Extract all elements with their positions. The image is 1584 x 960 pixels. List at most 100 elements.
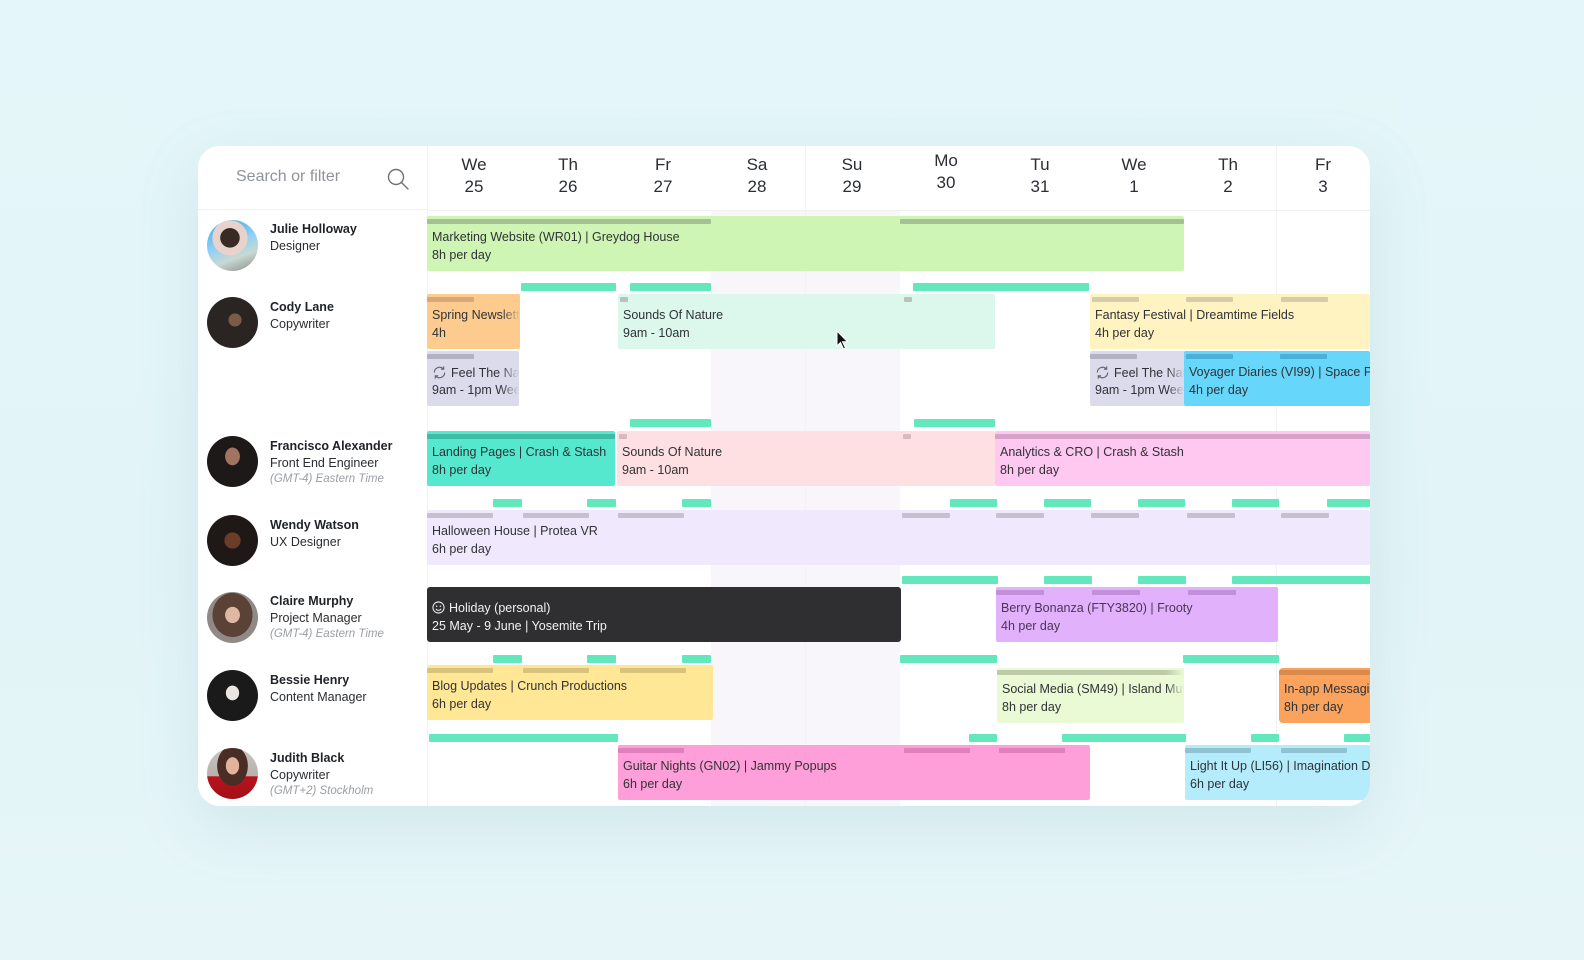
- overtime-indicator: [1281, 513, 1329, 518]
- recurring-icon: [433, 366, 446, 379]
- day-header-fr-3[interactable]: Fr 3: [1276, 154, 1370, 198]
- overtime-indicator: [523, 513, 589, 518]
- search-bar: [198, 146, 427, 210]
- day-date: 29: [842, 177, 862, 196]
- booking-title: Holiday (personal): [449, 601, 551, 615]
- overtime-indicator: [902, 513, 950, 518]
- booking-guitar-nights[interactable]: Guitar Nights (GN02) | Jammy Popups 6h p…: [618, 745, 1090, 800]
- booking-title: Analytics & CRO | Crash & Stash: [1000, 445, 1184, 459]
- overtime-indicator: [1188, 590, 1236, 595]
- booking-holiday-personal[interactable]: Holiday (personal) 25 May - 9 June | Yos…: [427, 587, 901, 642]
- booking-title: In-app Messaging: [1284, 682, 1370, 696]
- booking-title: Marketing Website (WR01) | Greydog House: [432, 230, 680, 244]
- person-row-cody-lane[interactable]: Cody Lane Copywriter: [198, 296, 427, 356]
- booking-feel-the-nature[interactable]: Feel The Nature 9am - 1pm Weekly: [1090, 351, 1185, 406]
- person-role: Copywriter: [270, 768, 330, 782]
- day-header-th-26[interactable]: Th 26: [521, 154, 615, 198]
- day-header-tu-31[interactable]: Tu 31: [993, 154, 1087, 198]
- overtime-indicator: [1090, 354, 1137, 359]
- availability-indicator: [1344, 734, 1370, 742]
- booking-berry-bonanza[interactable]: Berry Bonanza (FTY3820) | Frooty 4h per …: [996, 587, 1278, 642]
- booking-landing-pages[interactable]: Landing Pages | Crash & Stash 8h per day: [427, 431, 615, 486]
- overtime-indicator: [427, 354, 474, 359]
- day-date: 2: [1223, 177, 1233, 196]
- booking-title: Berry Bonanza (FTY3820) | Frooty: [1001, 601, 1193, 615]
- avatar: [207, 515, 258, 566]
- person-role: Designer: [270, 239, 321, 253]
- availability-indicator: [1062, 734, 1186, 742]
- overtime-indicator: [1091, 513, 1139, 518]
- booking-detail: 9am - 10am: [622, 463, 689, 477]
- booking-in-app-messaging[interactable]: In-app Messaging 8h per day: [1279, 668, 1370, 723]
- booking-fantasy-festival[interactable]: Fantasy Festival | Dreamtime Fields 4h p…: [1090, 294, 1370, 349]
- overtime-indicator: [620, 297, 628, 302]
- day-date: 26: [558, 177, 578, 196]
- day-header-we-1[interactable]: We 1: [1087, 154, 1181, 198]
- booking-title: Sounds Of Nature: [622, 445, 723, 459]
- overtime-indicator: [1186, 297, 1233, 302]
- availability-indicator: [950, 499, 997, 507]
- availability-indicator: [1251, 734, 1279, 742]
- availability-indicator: [682, 655, 711, 663]
- day-of-week: Fr: [1314, 155, 1332, 174]
- booking-light-it-up[interactable]: Light It Up (LI56) | Imagination Digital…: [1185, 745, 1370, 800]
- person-role: Front End Engineer: [270, 456, 379, 470]
- day-date: 27: [653, 177, 673, 196]
- day-header-fr-27[interactable]: Fr 27: [616, 154, 710, 198]
- avatar: [207, 297, 258, 348]
- booking-title: Social Media (SM49) | Island Music: [1002, 682, 1184, 696]
- text-fade: [1167, 351, 1185, 406]
- booking-title: Sounds Of Nature: [623, 308, 724, 322]
- overtime-indicator: [1092, 590, 1140, 595]
- overtime-indicator: [997, 670, 1184, 675]
- booking-detail: 8h per day: [432, 248, 492, 262]
- person-timezone: (GMT-4) Eastern Time: [270, 628, 384, 640]
- day-date: 3: [1318, 177, 1328, 196]
- overtime-indicator: [1281, 297, 1328, 302]
- booking-spring-newsletter[interactable]: Spring Newsletter 4h: [427, 294, 520, 349]
- overtime-indicator: [996, 513, 1044, 518]
- person-row-wendy-watson[interactable]: Wendy Watson UX Designer: [198, 514, 427, 574]
- booking-analytics-cro[interactable]: Analytics & CRO | Crash & Stash 8h per d…: [995, 431, 1370, 486]
- day-date: 25: [464, 177, 484, 196]
- day-header-th-2[interactable]: Th 2: [1181, 154, 1275, 198]
- person-row-julie-holloway[interactable]: Julie Holloway Designer: [198, 218, 427, 278]
- booking-feel-the-nature[interactable]: Feel The Nature 9am - 1pm Weekly: [427, 351, 519, 406]
- availability-indicator: [969, 734, 997, 742]
- booking-detail: 9am - 10am: [623, 326, 690, 340]
- availability-indicator: [493, 499, 522, 507]
- availability-indicator: [914, 419, 995, 427]
- day-header-we-25[interactable]: We 25: [427, 154, 521, 198]
- booking-halloween-house[interactable]: Halloween House | Protea VR 6h per day: [427, 510, 1370, 565]
- day-header-sa-28[interactable]: Sa 28: [710, 154, 804, 198]
- person-row-bessie-henry[interactable]: Bessie Henry Content Manager: [198, 669, 427, 729]
- day-of-week: Fr: [654, 155, 672, 174]
- person-row-claire-murphy[interactable]: Claire Murphy Project Manager (GMT-4) Ea…: [198, 590, 427, 650]
- booking-blog-updates[interactable]: Blog Updates | Crunch Productions 6h per…: [427, 665, 713, 720]
- person-role: Project Manager: [270, 611, 362, 625]
- availability-indicator: [902, 576, 998, 584]
- day-header-su-29[interactable]: Su 29: [805, 154, 899, 198]
- day-header-mo-30[interactable]: Mo 30: [899, 150, 993, 194]
- booking-marketing-website[interactable]: Marketing Website (WR01) | Greydog House…: [427, 216, 1184, 271]
- person-role: UX Designer: [270, 535, 341, 549]
- availability-indicator: [587, 499, 616, 507]
- overtime-indicator: [620, 668, 686, 673]
- search-icon[interactable]: [386, 167, 410, 191]
- person-row-judith-black[interactable]: Judith Black Copywriter (GMT+2) Stockhol…: [198, 747, 427, 806]
- search-input[interactable]: [236, 168, 376, 186]
- overtime-indicator: [900, 219, 1184, 224]
- overtime-indicator: [1185, 748, 1251, 753]
- booking-social-media[interactable]: Social Media (SM49) | Island Music 8h pe…: [997, 668, 1184, 723]
- person-timezone: (GMT+2) Stockholm: [270, 785, 374, 797]
- availability-indicator: [493, 655, 522, 663]
- booking-sounds-of-nature[interactable]: Sounds Of Nature 9am - 10am: [617, 431, 995, 486]
- booking-sounds-of-nature[interactable]: Sounds Of Nature 9am - 10am: [618, 294, 995, 349]
- booking-voyager-diaries[interactable]: Voyager Diaries (VI99) | Space Pora 4h p…: [1184, 351, 1370, 406]
- day-of-week: Th: [558, 155, 578, 174]
- availability-indicator: [521, 283, 616, 291]
- overtime-indicator: [618, 748, 684, 753]
- overtime-indicator: [1281, 748, 1347, 753]
- availability-indicator: [682, 499, 711, 507]
- person-row-francisco-alexander[interactable]: Francisco Alexander Front End Engineer (…: [198, 435, 427, 495]
